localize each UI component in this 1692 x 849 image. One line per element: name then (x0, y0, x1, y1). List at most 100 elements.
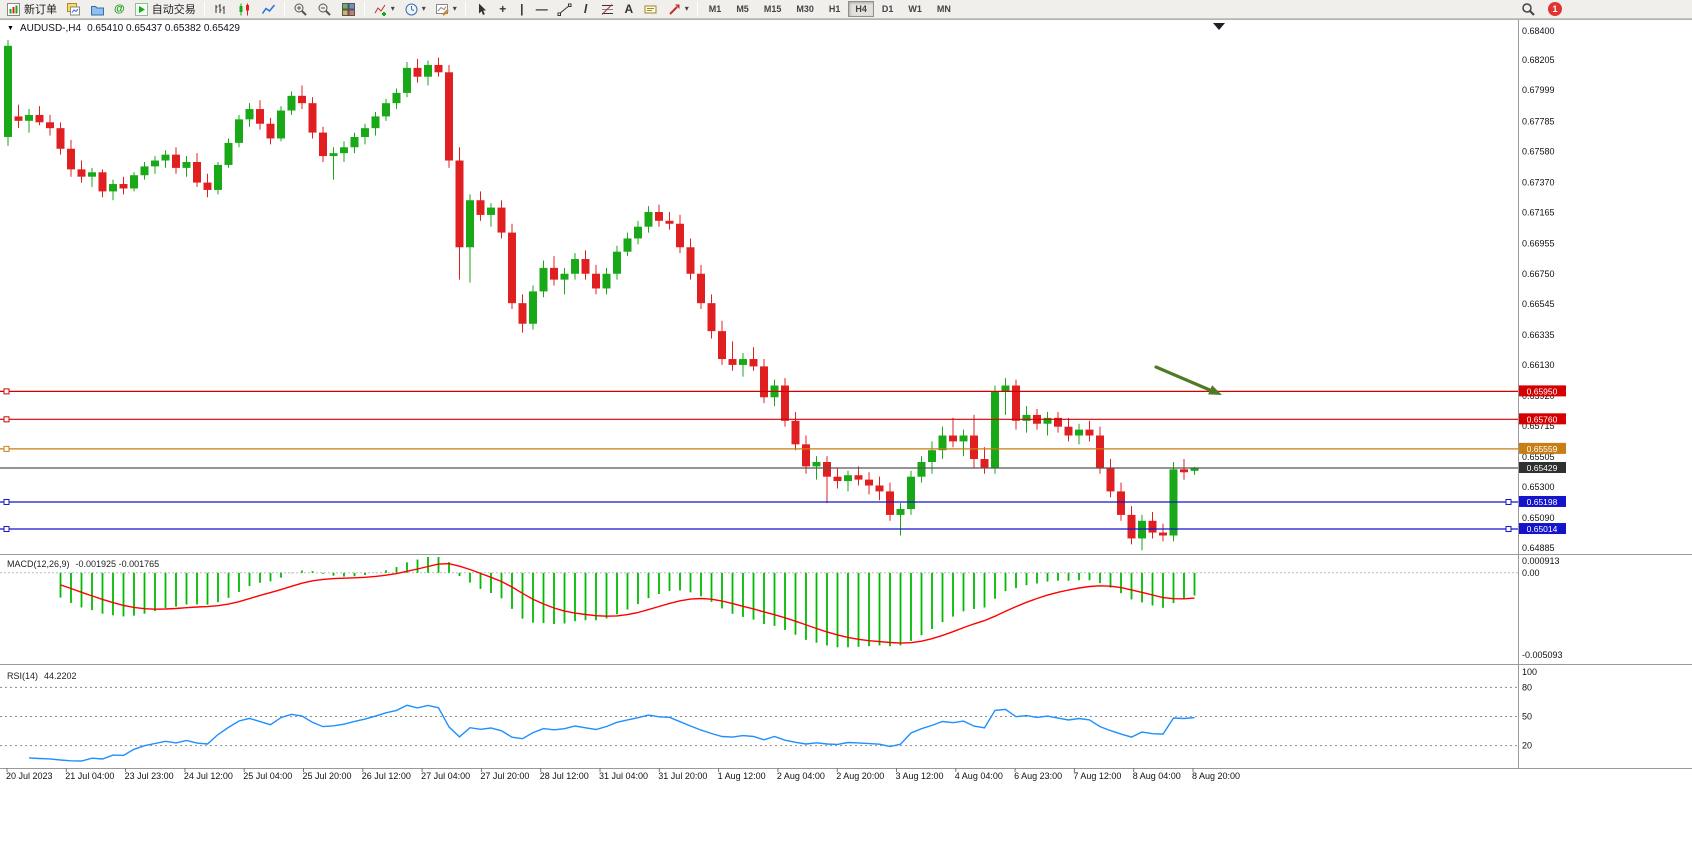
vertical-line-button[interactable]: | (513, 1, 531, 18)
candle-body (508, 232, 516, 304)
arrows-button[interactable]: ▾ (663, 1, 693, 18)
line-handle[interactable] (3, 498, 10, 505)
candle-body (413, 67, 422, 77)
candle-body (497, 207, 506, 233)
candle-body (340, 147, 348, 154)
text-label-button[interactable] (639, 1, 662, 18)
candlestick-chart-button[interactable] (233, 1, 256, 18)
candle-body (865, 479, 873, 486)
timeframe-mn-button[interactable]: MN (930, 1, 958, 17)
timeframe-m30-button[interactable]: M30 (789, 1, 821, 17)
time-axis-label: 31 Jul 20:00 (658, 771, 707, 781)
candle-body (581, 259, 590, 274)
candle-body (476, 200, 485, 215)
line-handle[interactable] (3, 445, 10, 452)
price-axis-label: 0.65505 (1522, 452, 1555, 462)
time-axis-label: 24 Jul 12:00 (184, 771, 233, 781)
line-handle[interactable] (3, 416, 10, 423)
toolbar-separator (464, 2, 466, 16)
periods-button[interactable]: ▾ (400, 1, 430, 18)
clock-icon (405, 3, 418, 15)
price-axis-label: 0.68205 (1522, 55, 1555, 65)
new-order-button[interactable]: 新订单 (2, 1, 61, 18)
candle-body (760, 366, 768, 398)
candle-body (140, 166, 149, 176)
candle-body (1054, 417, 1062, 427)
timeframe-w1-button[interactable]: W1 (901, 1, 929, 17)
candle-body (938, 435, 947, 451)
timeframe-m1-button[interactable]: M1 (702, 1, 729, 17)
candle-body (329, 153, 338, 157)
annotation-arrow-head[interactable] (1208, 385, 1222, 395)
candle-body (1117, 491, 1125, 515)
candle-body (182, 161, 191, 168)
fibonacci-button[interactable] (596, 1, 619, 18)
candle-body (487, 207, 495, 215)
new-order-icon (7, 2, 20, 16)
chart-title: ▼ AUDUSD-,H4 0.65410 0.65437 0.65382 0.6… (7, 23, 240, 34)
annotation-arrow[interactable] (1154, 365, 1213, 393)
macd-title: MACD(12,26,9) -0.001925 -0.001765 (7, 559, 159, 569)
candle-body (67, 148, 75, 170)
line-handle[interactable] (3, 526, 10, 533)
cursor-button[interactable] (470, 1, 493, 18)
timeframe-m5-button[interactable]: M5 (729, 1, 756, 17)
timeframe-m15-button[interactable]: M15 (757, 1, 789, 17)
toolbar-separator (203, 2, 205, 16)
crosshair-icon: + (499, 1, 507, 16)
community-button[interactable]: @ (110, 1, 129, 18)
crosshair-button[interactable]: + (494, 1, 512, 18)
equidistant-channel-button[interactable]: // (577, 1, 595, 18)
search-button[interactable] (1517, 1, 1540, 18)
zoom-in-button[interactable] (289, 1, 312, 18)
candle-body (98, 172, 107, 192)
timeframe-h1-button[interactable]: H1 (822, 1, 848, 17)
indicators-button[interactable]: ▾ (369, 1, 399, 18)
chart-shift-marker-icon[interactable] (1213, 23, 1225, 30)
trendline-button[interactable] (553, 1, 576, 18)
line-handle[interactable] (3, 388, 10, 395)
chart-canvas[interactable]: 0.68400 0.68205 0.67999 0.67785 0.67580 0.673… (0, 19, 1692, 849)
horizontal-line-button[interactable]: — (532, 1, 552, 18)
text-label-icon (644, 5, 657, 13)
candle-body (676, 223, 684, 248)
time-axis-label: 8 Aug 20:00 (1192, 771, 1240, 781)
tile-windows-button[interactable] (337, 1, 360, 18)
price-axis-label: 0.67785 (1522, 117, 1555, 127)
candle-body (308, 103, 317, 133)
profiles-button[interactable] (86, 1, 109, 18)
candle-body (46, 122, 54, 129)
cursor-arrow-icon (478, 3, 486, 15)
candle-body (823, 461, 831, 477)
bar-chart-button[interactable] (209, 1, 232, 18)
candle-body (854, 475, 863, 480)
price-badge-label: 0.65950 (1527, 386, 1558, 396)
dropdown-arrow-icon: ▾ (390, 4, 395, 13)
templates-button[interactable]: ▾ (431, 1, 461, 18)
candle-body (455, 160, 464, 248)
trendline-icon (557, 3, 572, 16)
auto-trading-button[interactable]: 自动交易 (130, 1, 200, 18)
time-axis-label: 1 Aug 12:00 (718, 771, 766, 781)
zoom-out-button[interactable] (313, 1, 336, 18)
chart-window[interactable]: 0.68400 0.68205 0.67999 0.67785 0.67580 0.673… (0, 19, 1692, 849)
price-badge (1519, 385, 1566, 397)
candle-body (382, 103, 390, 117)
price-badge (1519, 442, 1566, 454)
candle-body (361, 128, 369, 137)
candle-body (193, 161, 201, 183)
line-handle[interactable] (1505, 526, 1512, 533)
search-icon (1522, 2, 1535, 16)
timeframe-d1-button[interactable]: D1 (875, 1, 901, 17)
charts-cascade-button[interactable] (62, 1, 85, 18)
timeframe-h4-button[interactable]: H4 (848, 1, 874, 17)
text-button[interactable]: A (620, 1, 638, 18)
candle-body (1159, 532, 1167, 536)
line-handle[interactable] (1505, 498, 1512, 505)
line-chart-button[interactable] (257, 1, 280, 18)
time-axis-label: 27 Jul 04:00 (421, 771, 470, 781)
notification-badge[interactable]: 1 (1548, 2, 1562, 16)
price-badge-label: 0.65559 (1527, 444, 1558, 454)
chart-menu-triangle-icon[interactable]: ▼ (7, 25, 14, 32)
zoom-out-icon (318, 3, 331, 16)
